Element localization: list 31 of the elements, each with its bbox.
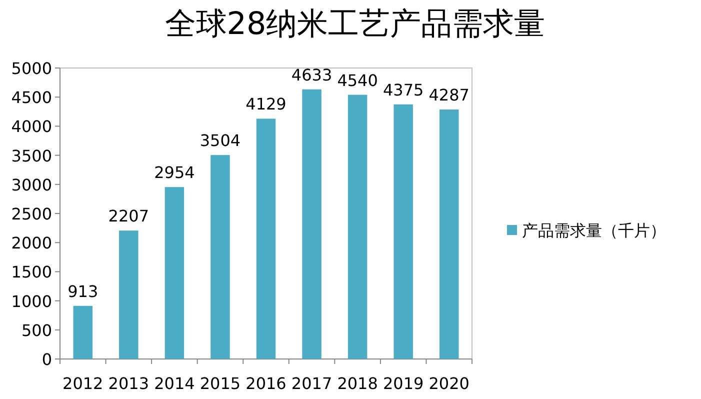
data-label: 4633 [291,65,332,84]
y-tick-label: 0 [42,350,52,369]
y-tick-label: 500 [21,320,52,340]
y-tick-label: 1500 [11,262,52,282]
x-tick-label: 2020 [428,374,470,393]
y-tick-label: 3500 [11,146,52,166]
data-label: 4540 [337,70,378,90]
data-label: 4375 [382,80,424,100]
legend-label: 产品需求量（千片） [522,221,666,240]
data-label: 2207 [108,206,150,226]
y-tick-label: 2500 [11,204,52,224]
y-tick-label: 4000 [11,117,52,136]
x-tick-label: 2017 [291,374,332,393]
data-label: 4287 [428,85,470,104]
data-label: 913 [68,282,98,301]
x-tick-label: 2016 [246,374,286,393]
y-tick-label: 4500 [11,88,52,108]
y-tick-label: 1000 [11,292,52,311]
data-label: 3504 [200,131,241,150]
x-tick-label: 2019 [382,374,424,393]
x-tick-label: 2012 [62,374,104,393]
y-tick-label: 3000 [11,175,52,194]
x-tick-label: 2018 [337,374,378,393]
x-tick-label: 2014 [154,374,195,393]
x-tick-label: 2013 [108,374,150,393]
data-label: 2954 [154,163,195,182]
x-tick-label: 2015 [200,374,241,393]
y-tick-label: 2000 [11,234,52,253]
y-tick-label: 5000 [11,59,52,78]
data-label: 4129 [246,94,286,114]
chart-title: 全球28纳米工艺产品需求量 [164,6,546,42]
